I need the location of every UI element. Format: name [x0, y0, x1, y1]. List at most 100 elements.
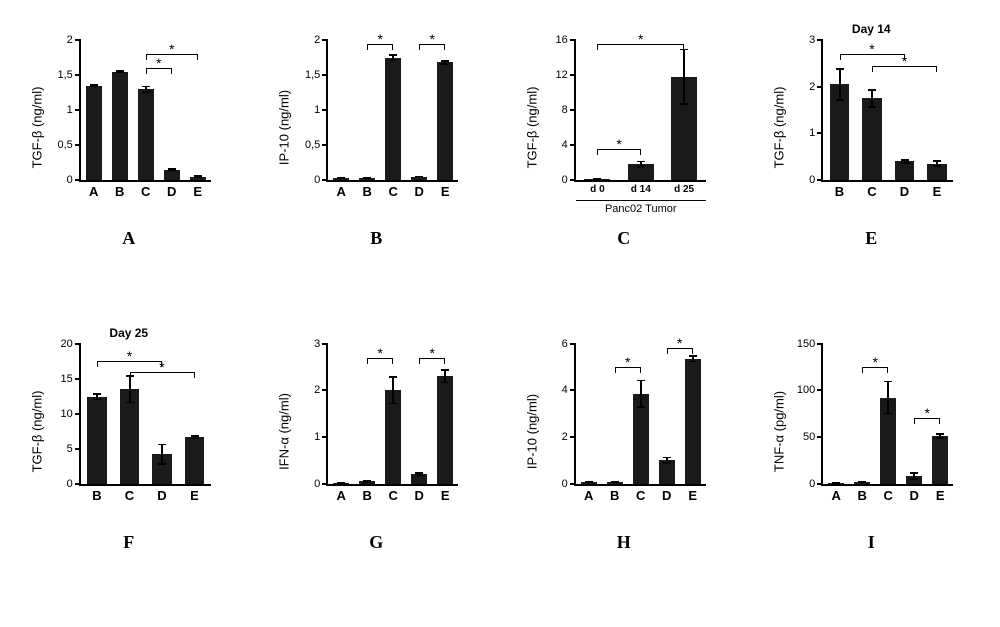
y-tick-label: 0: [809, 174, 815, 186]
plot-area: 00,511,52ABCDE**: [326, 40, 458, 182]
x-tick-label: C: [141, 184, 150, 199]
significance-star: *: [902, 54, 907, 68]
x-tick-label: C: [389, 488, 398, 503]
y-tick-label: 0: [562, 478, 568, 490]
x-tick-label: C: [884, 488, 893, 503]
y-tick-label: 2: [314, 34, 320, 46]
chart-area: Day 25TGF-β (ng/ml)05101520BCDE**: [39, 324, 219, 524]
plot-area: 0123ABCDE**: [326, 344, 458, 486]
y-tick-label: 4: [562, 139, 568, 151]
y-tick-label: 4: [562, 384, 568, 396]
x-tick-label: C: [636, 488, 645, 503]
x-tick-label: B: [363, 184, 372, 199]
y-axis-label: IP-10 (ng/ml): [277, 90, 292, 165]
panel-B: IP-10 (ng/ml) 00,511,52ABCDE** B: [268, 20, 486, 304]
panel-E: Day 14TGF-β (ng/ml)0123BCDE**E: [763, 20, 981, 304]
x-tick-label: E: [933, 184, 942, 199]
y-tick-label: 1: [809, 127, 815, 139]
panel-G: IFN-α (ng/ml)0123ABCDE**G: [268, 324, 486, 608]
significance-star: *: [677, 336, 682, 350]
significance-star: *: [616, 137, 621, 151]
y-axis-label: TGF-β (ng/ml): [524, 87, 539, 169]
chart-area: TGF-β (ng/ml)0481216d 0d 14d 25Panc02 Tu…: [534, 20, 714, 220]
bar: [138, 89, 154, 180]
x-tick-label: C: [125, 488, 134, 503]
x-tick-label: C: [867, 184, 876, 199]
chart-area: Day 14TGF-β (ng/ml)0123BCDE**: [781, 20, 961, 220]
panel-F: Day 25 TGF-β (ng/ml) 05101520BCDE** F: [20, 324, 238, 608]
y-tick-label: 1: [67, 104, 73, 116]
y-tick-label: 0,5: [57, 139, 72, 151]
significance-star: *: [378, 346, 383, 360]
panel-A: TGF-β (ng/ml)00,511,52ABCDE**A: [20, 20, 238, 304]
chart-area: TNF-α (pg/ml)050100150ABCDE**: [781, 324, 961, 524]
plot-area: 00,511,52ABCDE**: [79, 40, 211, 182]
x-tick-label: D: [167, 184, 176, 199]
panel-label: A: [122, 228, 135, 249]
significance-star: *: [638, 32, 643, 46]
significance-star: *: [873, 355, 878, 369]
x-tick-label: E: [688, 488, 697, 503]
significance-star: *: [378, 32, 383, 46]
y-tick-label: 2: [314, 384, 320, 396]
y-tick-label: 0: [314, 478, 320, 490]
significance-star: *: [156, 56, 161, 70]
x-tick-label: D: [157, 488, 166, 503]
y-tick-label: 50: [803, 431, 815, 443]
chart-title: Day 25: [109, 326, 148, 340]
significance-star: *: [625, 355, 630, 369]
y-tick-label: 100: [797, 384, 815, 396]
chart-title: Day 14: [852, 22, 891, 36]
x-tick-label: D: [415, 184, 424, 199]
y-tick-label: 0: [314, 174, 320, 186]
y-axis-label: IP-10 (ng/ml): [524, 393, 539, 468]
significance-star: *: [169, 42, 174, 56]
x-tick-label: B: [835, 184, 844, 199]
plot-area: 0246ABCDE**: [574, 344, 706, 486]
x-tick-label: d 25: [674, 184, 694, 195]
chart-area: IP-10 (ng/ml)0246ABCDE**: [534, 324, 714, 524]
y-tick-label: 1: [314, 104, 320, 116]
chart-area: IP-10 (ng/ml)00,511,52ABCDE**: [286, 20, 466, 220]
bar: [437, 62, 453, 180]
x-tick-label: B: [115, 184, 124, 199]
y-tick-label: 0: [67, 478, 73, 490]
y-axis-label: TGF-β (ng/ml): [29, 87, 44, 169]
x-tick-label: D: [900, 184, 909, 199]
x-tick-label: A: [584, 488, 593, 503]
x-tick-label: D: [910, 488, 919, 503]
y-axis-label: TNF-α (pg/ml): [772, 390, 787, 471]
significance-star: *: [430, 32, 435, 46]
y-tick-label: 3: [314, 338, 320, 350]
bar: [385, 58, 401, 181]
panel-label: F: [123, 532, 134, 553]
significance-star: *: [925, 406, 930, 420]
y-tick-label: 0,5: [305, 139, 320, 151]
chart-area: TGF-β (ng/ml)00,511,52ABCDE**: [39, 20, 219, 220]
y-tick-label: 12: [556, 69, 568, 81]
y-tick-label: 2: [562, 431, 568, 443]
bar: [895, 161, 915, 180]
significance-star: *: [127, 349, 132, 363]
panel-label: E: [865, 228, 877, 249]
x-tick-label: D: [415, 488, 424, 503]
significance-star: *: [430, 346, 435, 360]
y-tick-label: 0: [67, 174, 73, 186]
plot-area: 0123BCDE**: [821, 40, 953, 182]
panel-I: TNF-α (pg/ml)050100150ABCDE**I: [763, 324, 981, 608]
panel-label: I: [868, 532, 875, 553]
y-tick-label: 0: [562, 174, 568, 186]
x-tick-label: E: [193, 184, 202, 199]
y-tick-label: 0: [809, 478, 815, 490]
plot-area: 0481216d 0d 14d 25Panc02 Tumor**: [574, 40, 706, 182]
y-tick-label: 1,5: [305, 69, 320, 81]
x-tick-label: B: [858, 488, 867, 503]
y-tick-label: 6: [562, 338, 568, 350]
plot-area: 05101520BCDE**: [79, 344, 211, 486]
y-tick-label: 2: [809, 81, 815, 93]
y-tick-label: 1: [314, 431, 320, 443]
x-tick-label: A: [832, 488, 841, 503]
x-tick-label: B: [363, 488, 372, 503]
panel-label: B: [370, 228, 382, 249]
y-axis-label: TGF-β (ng/ml): [29, 390, 44, 472]
